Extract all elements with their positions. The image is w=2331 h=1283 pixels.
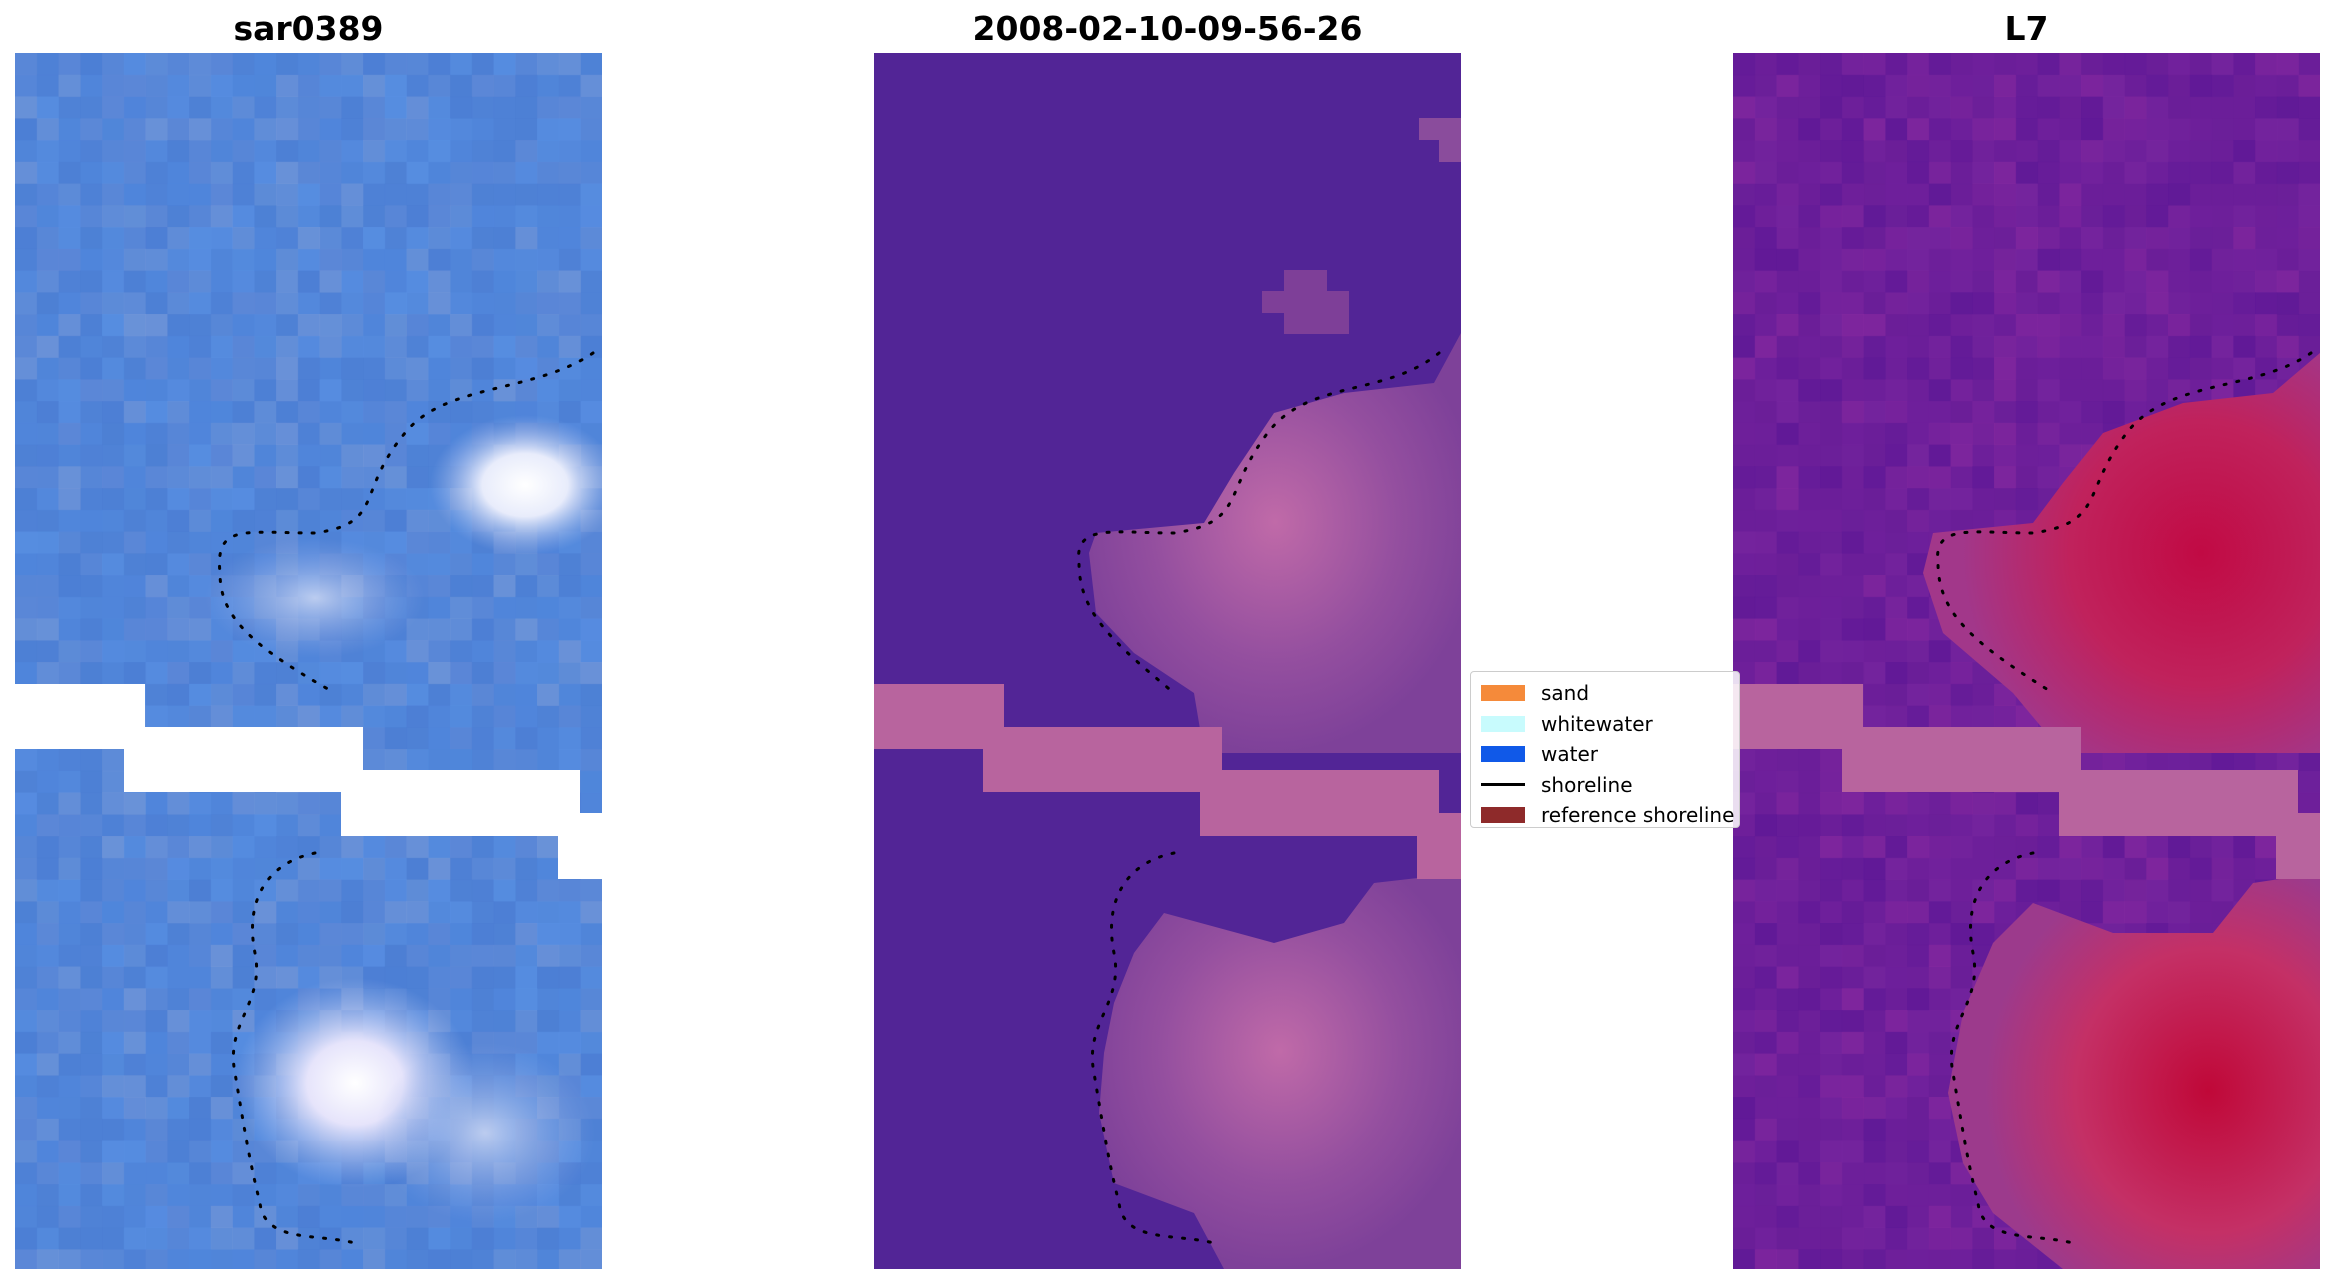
legend-label-reference-shoreline: reference shoreline [1541,803,1735,828]
nodata-strip [1733,684,2320,879]
high-index-lower [1948,873,2320,1269]
high-index-upper [1923,353,2320,753]
legend-swatch-reference-shoreline [1481,807,1525,824]
legend-item-whitewater: whitewater [1481,709,1729,740]
legend-swatch-sand [1481,685,1525,702]
legend-item-reference-shoreline: reference shoreline [1481,800,1734,827]
land-class-upper [1089,333,1461,753]
land-speck-3 [1262,270,1349,334]
legend-swatch-whitewater [1481,715,1525,732]
nodata-strip [874,684,1461,879]
land-class-lower [1099,873,1461,1269]
legend-label-sand: sand [1541,681,1590,706]
classified-image-panel [874,53,1461,1269]
classified-image [874,53,1461,1269]
legend-label-shoreline: shoreline [1541,772,1633,797]
legend-label-whitewater: whitewater [1541,711,1653,736]
whitewater-patch-mid [205,538,425,658]
panel-title-date: 2008-02-10-09-56-26 [972,9,1363,48]
legend-label-water: water [1541,742,1598,767]
nodata-gap [15,684,602,879]
legend-swatch-water [1481,746,1525,763]
land-speck-1 [1419,118,1461,140]
legend-item-sand: sand [1481,678,1729,709]
shoreline-dots [1936,351,2313,1245]
rgb-image [15,53,602,1269]
legend-item-water: water [1481,739,1729,770]
shoreline-dots [1077,351,1441,1245]
index-image-panel [1733,53,2320,1269]
legend-line-shoreline [1481,783,1525,787]
land-speck-2 [1439,140,1461,162]
panel-title-l7: L7 [2004,9,2049,48]
legend: sand whitewater water shoreline referenc… [1470,671,1740,828]
rgb-image-panel [15,53,602,1269]
haze-patch-lower-right [375,1043,595,1223]
whitewater-patch-upper [430,415,602,555]
legend-item-shoreline: shoreline [1481,770,1729,801]
index-image [1733,53,2320,1269]
shoreline-dots [217,351,595,1245]
panel-title-sar: sar0389 [233,9,384,48]
